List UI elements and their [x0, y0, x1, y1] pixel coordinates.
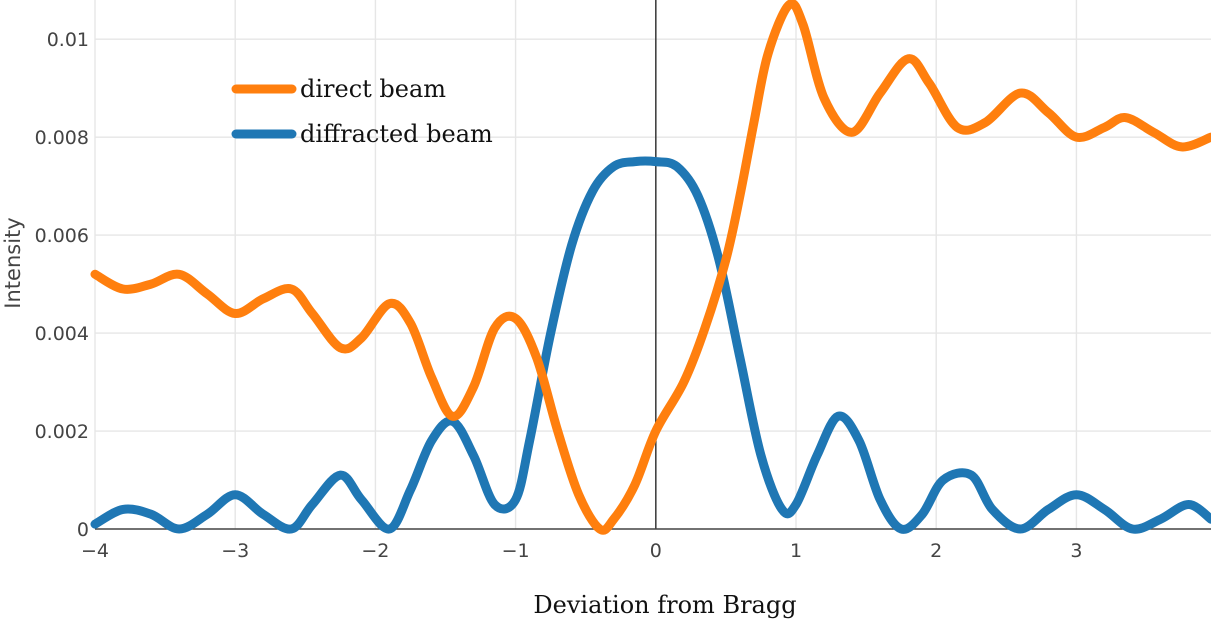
x-tick-label: −4: [81, 540, 109, 562]
x-axis-title: Deviation from Bragg: [533, 591, 796, 619]
grid-layer: [94, 0, 1211, 529]
x-tick-label: 3: [1070, 540, 1082, 562]
series-line-diffracted-beam[interactable]: [90, 156, 1211, 534]
x-tick-label: −2: [361, 540, 389, 562]
tick-labels: −4 −3 −2 −1 0 1 2 3 0 0.002 0.004 0.006 0.008 0.01: [35, 29, 1083, 562]
y-tick-label: 0: [77, 519, 89, 541]
x-tick-label: 2: [930, 540, 942, 562]
x-tick-label: 1: [790, 540, 802, 562]
legend-label-direct-beam[interactable]: direct beam: [300, 75, 446, 103]
y-axis-title: Intensity: [1, 217, 25, 308]
x-tick-label: 0: [650, 540, 662, 562]
x-tick-label: −3: [221, 540, 249, 562]
series-line-direct-beam[interactable]: [90, 0, 1211, 535]
y-tick-label: 0.004: [35, 323, 89, 345]
y-tick-label: 0.006: [35, 225, 89, 247]
y-tick-label: 0.002: [35, 421, 89, 443]
series-layer: [90, 0, 1211, 535]
x-tick-label: −1: [502, 540, 530, 562]
legend-label-diffracted-beam[interactable]: diffracted beam: [300, 120, 493, 148]
y-tick-label: 0.01: [47, 29, 89, 51]
y-tick-label: 0.008: [35, 127, 89, 149]
zero-lines: [95, 0, 1211, 530]
legend: direct beam diffracted beam: [231, 75, 493, 148]
